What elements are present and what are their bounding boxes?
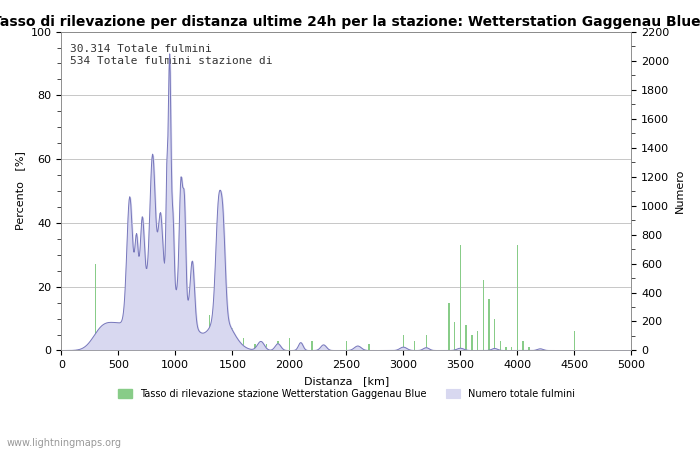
Bar: [466, 325, 467, 351]
Bar: [169, 338, 170, 351]
Bar: [460, 245, 461, 351]
Bar: [522, 341, 524, 351]
Bar: [203, 334, 204, 351]
Bar: [94, 265, 96, 351]
Bar: [312, 341, 313, 351]
Text: 30.314 Totale fulmini
534 Totale fulmini stazione di: 30.314 Totale fulmini 534 Totale fulmini…: [70, 44, 272, 66]
Bar: [186, 338, 188, 351]
Bar: [414, 341, 416, 351]
Bar: [482, 280, 484, 351]
Bar: [174, 334, 176, 351]
Bar: [266, 344, 267, 351]
Bar: [209, 315, 210, 351]
Bar: [517, 245, 518, 351]
Bar: [288, 338, 290, 351]
Bar: [158, 341, 159, 351]
Bar: [220, 334, 222, 351]
Bar: [528, 347, 529, 351]
X-axis label: Distanza   [km]: Distanza [km]: [304, 376, 389, 386]
Bar: [243, 338, 244, 351]
Title: Tasso di rilevazione per distanza ultime 24h per la stazione: Wetterstation Gagg: Tasso di rilevazione per distanza ultime…: [0, 15, 700, 29]
Bar: [494, 319, 496, 351]
Bar: [402, 334, 404, 351]
Bar: [163, 319, 164, 351]
Legend: Tasso di rilevazione stazione Wetterstation Gaggenau Blue, Numero totale fulmini: Tasso di rilevazione stazione Wetterstat…: [113, 385, 579, 403]
Bar: [471, 334, 472, 351]
Bar: [152, 334, 153, 351]
Bar: [197, 328, 199, 351]
Bar: [511, 347, 512, 351]
Bar: [181, 338, 182, 351]
Bar: [574, 331, 575, 351]
Bar: [488, 299, 489, 351]
Bar: [505, 347, 507, 351]
Bar: [134, 341, 136, 351]
Y-axis label: Numero: Numero: [675, 169, 685, 213]
Bar: [118, 341, 119, 351]
Bar: [232, 328, 233, 351]
Bar: [123, 344, 125, 351]
Y-axis label: Percento   [%]: Percento [%]: [15, 152, 25, 230]
Bar: [454, 322, 456, 351]
Bar: [500, 341, 501, 351]
Bar: [300, 344, 302, 351]
Bar: [129, 338, 130, 351]
Bar: [146, 341, 148, 351]
Bar: [448, 303, 449, 351]
Bar: [214, 341, 216, 351]
Bar: [226, 344, 228, 351]
Bar: [141, 338, 142, 351]
Bar: [368, 344, 370, 351]
Text: www.lightningmaps.org: www.lightningmaps.org: [7, 438, 122, 448]
Bar: [426, 334, 427, 351]
Bar: [477, 331, 478, 351]
Bar: [277, 341, 279, 351]
Bar: [346, 341, 347, 351]
Bar: [192, 341, 193, 351]
